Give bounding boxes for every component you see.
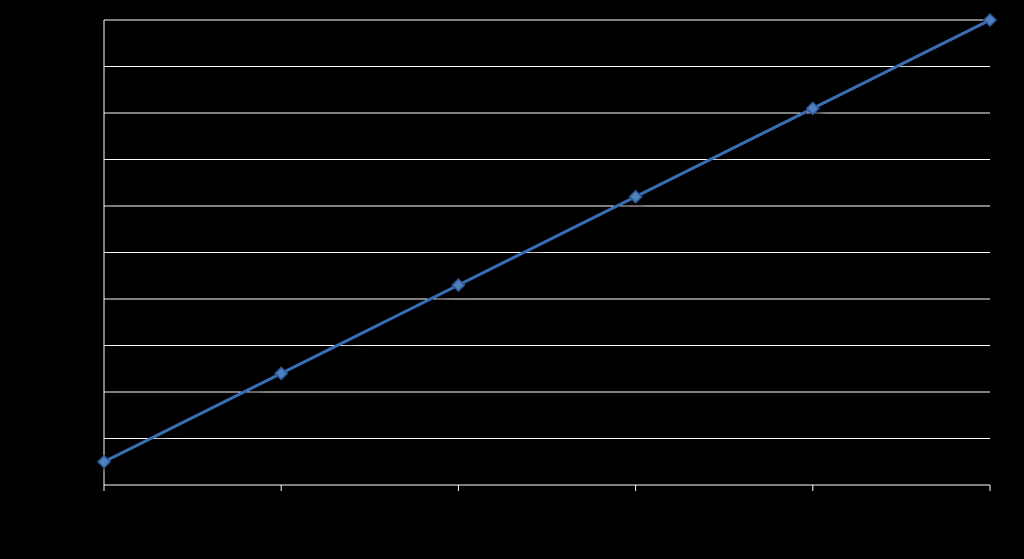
line-chart: [0, 0, 1024, 559]
chart-svg: [0, 0, 1024, 559]
x-tick-marks: [104, 485, 990, 491]
